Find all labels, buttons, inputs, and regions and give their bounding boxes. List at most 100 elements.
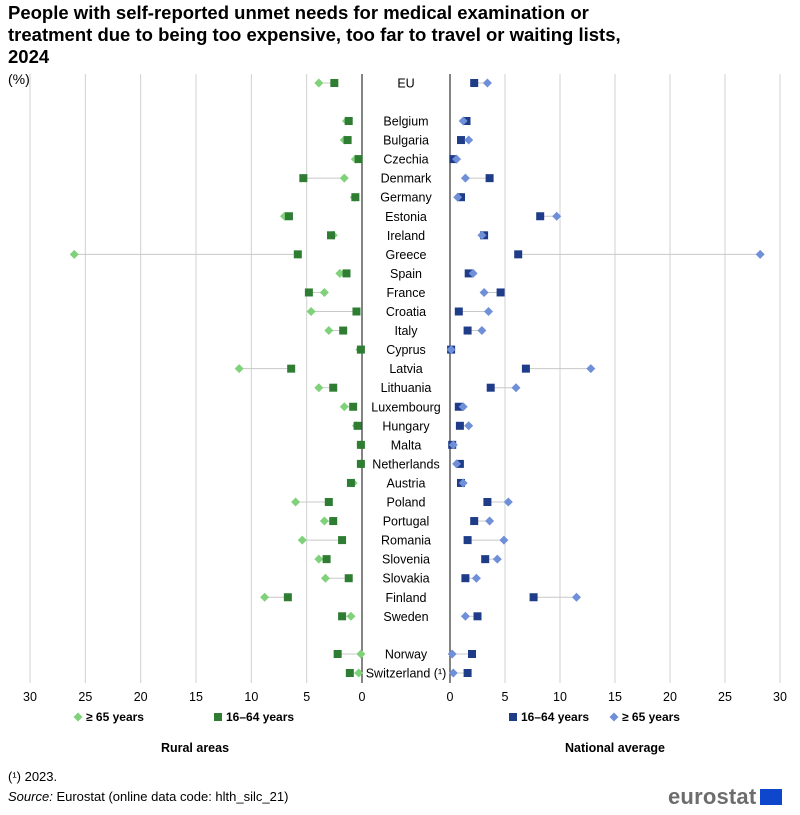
point-national-65	[499, 535, 509, 545]
point-national-1664	[473, 612, 482, 621]
eu-flag-icon	[760, 789, 783, 805]
point-national-1664	[483, 498, 492, 506]
point-national-1664	[514, 250, 523, 259]
point-rural-1664	[329, 517, 338, 526]
point-rural-65	[356, 649, 366, 659]
point-rural-65	[324, 326, 334, 336]
point-national-1664	[461, 574, 470, 583]
country-label: Luxembourg	[371, 400, 441, 414]
tick-label-national: 30	[773, 690, 787, 704]
tick-label-rural: 25	[78, 690, 92, 704]
point-rural-1664	[330, 79, 339, 87]
point-national-65	[755, 249, 765, 259]
country-label: Estonia	[385, 210, 427, 224]
point-national-65	[458, 478, 468, 488]
panel-title-rural: Rural areas	[161, 741, 229, 755]
country-label: Denmark	[381, 172, 432, 186]
point-national-1664	[463, 326, 472, 335]
point-national-1664	[455, 421, 464, 430]
legend-marker-rural-1664	[214, 713, 222, 721]
point-national-65	[464, 421, 474, 431]
source-label: Source:	[8, 789, 53, 804]
point-rural-1664	[304, 288, 313, 297]
country-label: Ireland	[387, 229, 425, 243]
unit-label: (%)	[8, 71, 30, 87]
country-label: Spain	[390, 267, 422, 281]
point-national-65	[477, 326, 487, 336]
tick-label-national: 20	[663, 690, 677, 704]
eurostat-logo: eurostat	[668, 784, 783, 809]
point-rural-65	[335, 268, 345, 278]
point-national-65	[572, 592, 581, 602]
point-national-65	[458, 402, 468, 412]
point-national-1664	[470, 79, 479, 87]
point-national-1664	[454, 307, 463, 316]
footnote: (¹) 2023.	[8, 769, 58, 784]
point-national-65	[453, 192, 463, 202]
legend-marker-national-65	[609, 712, 619, 722]
country-label: Greece	[386, 248, 427, 262]
point-rural-65	[319, 287, 329, 297]
point-rural-1664	[343, 136, 352, 145]
source-text: Eurostat (online data code: hlth_silc_21…	[56, 789, 289, 804]
point-national-65	[447, 649, 457, 659]
country-label: Latvia	[389, 362, 422, 376]
point-rural-1664	[353, 421, 362, 430]
point-rural-1664	[333, 650, 342, 658]
chart-title: People with self-reported unmet needs fo…	[8, 2, 621, 67]
country-label: Czechia	[383, 153, 428, 167]
legend-marker-rural-65	[73, 712, 83, 722]
point-rural-1664	[338, 612, 347, 621]
point-rural-65	[260, 592, 270, 602]
country-label: Portugal	[383, 515, 430, 529]
tick-label-rural: 5	[303, 690, 310, 704]
country-label: Cyprus	[386, 343, 426, 357]
point-rural-65	[354, 668, 364, 678]
country-label: Romania	[381, 534, 431, 548]
point-national-65	[464, 135, 474, 145]
point-national-65	[446, 345, 456, 355]
country-label: Finland	[386, 591, 427, 605]
point-rural-1664	[354, 155, 363, 164]
point-rural-1664	[344, 117, 353, 125]
point-rural-1664	[299, 174, 308, 183]
legend-label-rural-1664: 16–64 years	[226, 710, 294, 724]
point-national-65	[552, 211, 562, 221]
point-rural-1664	[293, 250, 302, 259]
point-rural-65	[297, 535, 307, 545]
country-label: Croatia	[386, 305, 426, 319]
point-rural-1664	[324, 498, 333, 506]
point-national-1664	[496, 288, 505, 297]
country-label: Malta	[391, 438, 422, 452]
legend-label-national-65: ≥ 65 years	[622, 710, 680, 724]
country-label: Netherlands	[372, 457, 439, 471]
point-national-1664	[485, 174, 494, 183]
country-label: Germany	[380, 191, 432, 205]
point-rural-1664	[352, 307, 361, 316]
point-national-1664	[463, 669, 472, 677]
point-national-1664	[536, 212, 545, 221]
point-rural-65	[320, 573, 330, 583]
country-label: France	[387, 286, 426, 300]
legend-label-rural-65: ≥ 65 years	[86, 710, 144, 724]
point-rural-1664	[356, 345, 365, 354]
point-national-1664	[521, 364, 530, 373]
point-rural-65	[69, 249, 79, 259]
country-label: Norway	[385, 648, 428, 662]
point-national-65	[448, 668, 458, 678]
point-rural-1664	[342, 269, 351, 278]
point-national-65	[460, 173, 470, 183]
point-national-1664	[529, 593, 538, 602]
point-rural-65	[291, 497, 301, 507]
point-national-65	[503, 497, 513, 507]
point-national-1664	[486, 383, 495, 392]
point-national-65	[458, 116, 468, 126]
point-national-65	[484, 307, 493, 316]
tick-label-rural: 10	[244, 690, 258, 704]
point-national-65	[511, 383, 521, 393]
point-rural-65	[346, 611, 356, 621]
country-label: EU	[397, 77, 414, 91]
point-national-65	[468, 268, 478, 278]
point-rural-1664	[356, 440, 365, 449]
country-label: Italy	[395, 324, 419, 338]
